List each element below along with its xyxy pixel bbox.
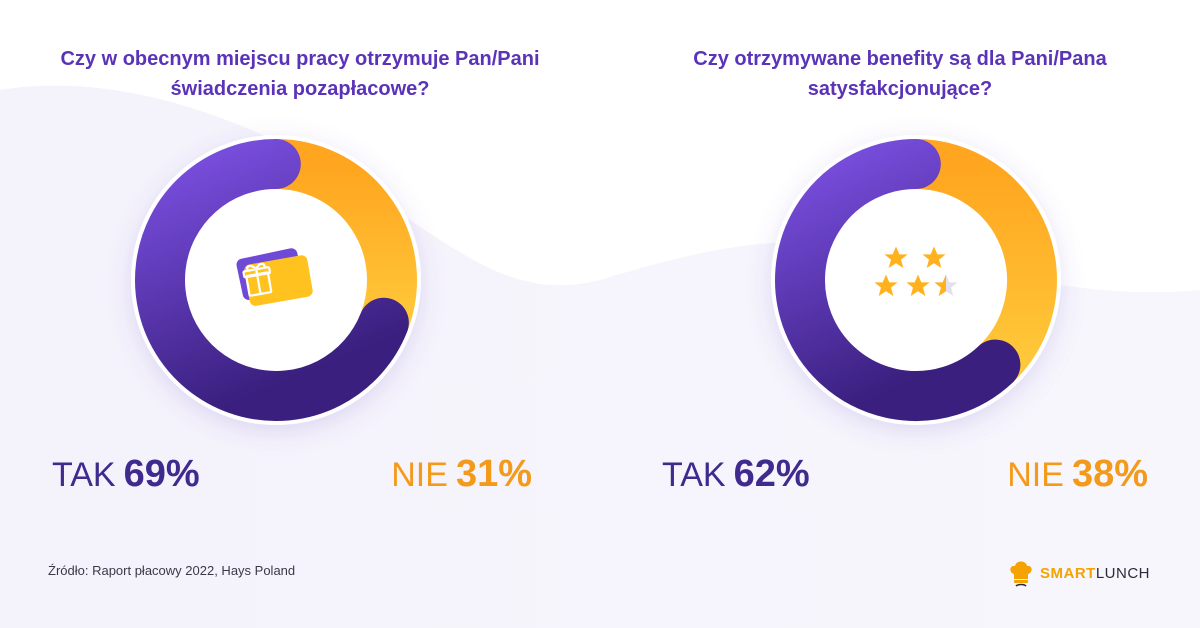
no-stat: NIE 38% <box>1007 452 1148 497</box>
donut-svg <box>771 135 1061 425</box>
chef-hat-icon <box>1010 561 1032 587</box>
gift-card-icon <box>236 248 313 306</box>
yes-value: 62% <box>733 453 810 495</box>
donut-chart-benefits-received <box>126 130 426 430</box>
no-value: 31% <box>455 453 532 495</box>
chart-panel-benefits-satisfaction: Czy otrzymywane benefity są dla Pani/Pan… <box>600 0 1200 628</box>
donut-chart-benefits-satisfaction <box>766 130 1066 430</box>
chart-panel-benefits-received: Czy w obecnym miejscu pracy otrzymuje Pa… <box>52 48 540 497</box>
donut-svg <box>131 135 421 425</box>
no-value: 38% <box>1071 453 1148 495</box>
slice-tak <box>775 139 1021 421</box>
brand-name-part1: SMART <box>1039 564 1096 582</box>
yes-stat: TAK 62% <box>662 452 810 497</box>
slice-tak <box>135 139 409 421</box>
brand-name-part2: LUNCH <box>1095 564 1150 582</box>
slice-nie <box>275 139 417 332</box>
brand-logo: SMARTLUNCH <box>1008 558 1150 588</box>
chart-title: Czy w obecnym miejscu pracy otrzymuje Pa… <box>60 48 540 100</box>
source-note: Źródło: Raport płacowy 2022, Hays Poland <box>48 563 296 578</box>
no-label: NIE <box>1007 456 1064 494</box>
slice-nie <box>915 139 1057 383</box>
yes-value: 69% <box>123 453 200 495</box>
yes-stat: TAK 69% <box>52 452 200 497</box>
rating-stars-icon <box>874 246 958 296</box>
no-stat: NIE 31% <box>391 452 532 497</box>
yes-label: TAK <box>52 456 116 494</box>
no-label: NIE <box>391 456 448 494</box>
yes-label: TAK <box>662 456 726 494</box>
chart-title: Czy otrzymywane benefity są dla Pani/Pan… <box>693 48 1107 100</box>
brand-name: SMARTLUNCH <box>1040 565 1150 582</box>
